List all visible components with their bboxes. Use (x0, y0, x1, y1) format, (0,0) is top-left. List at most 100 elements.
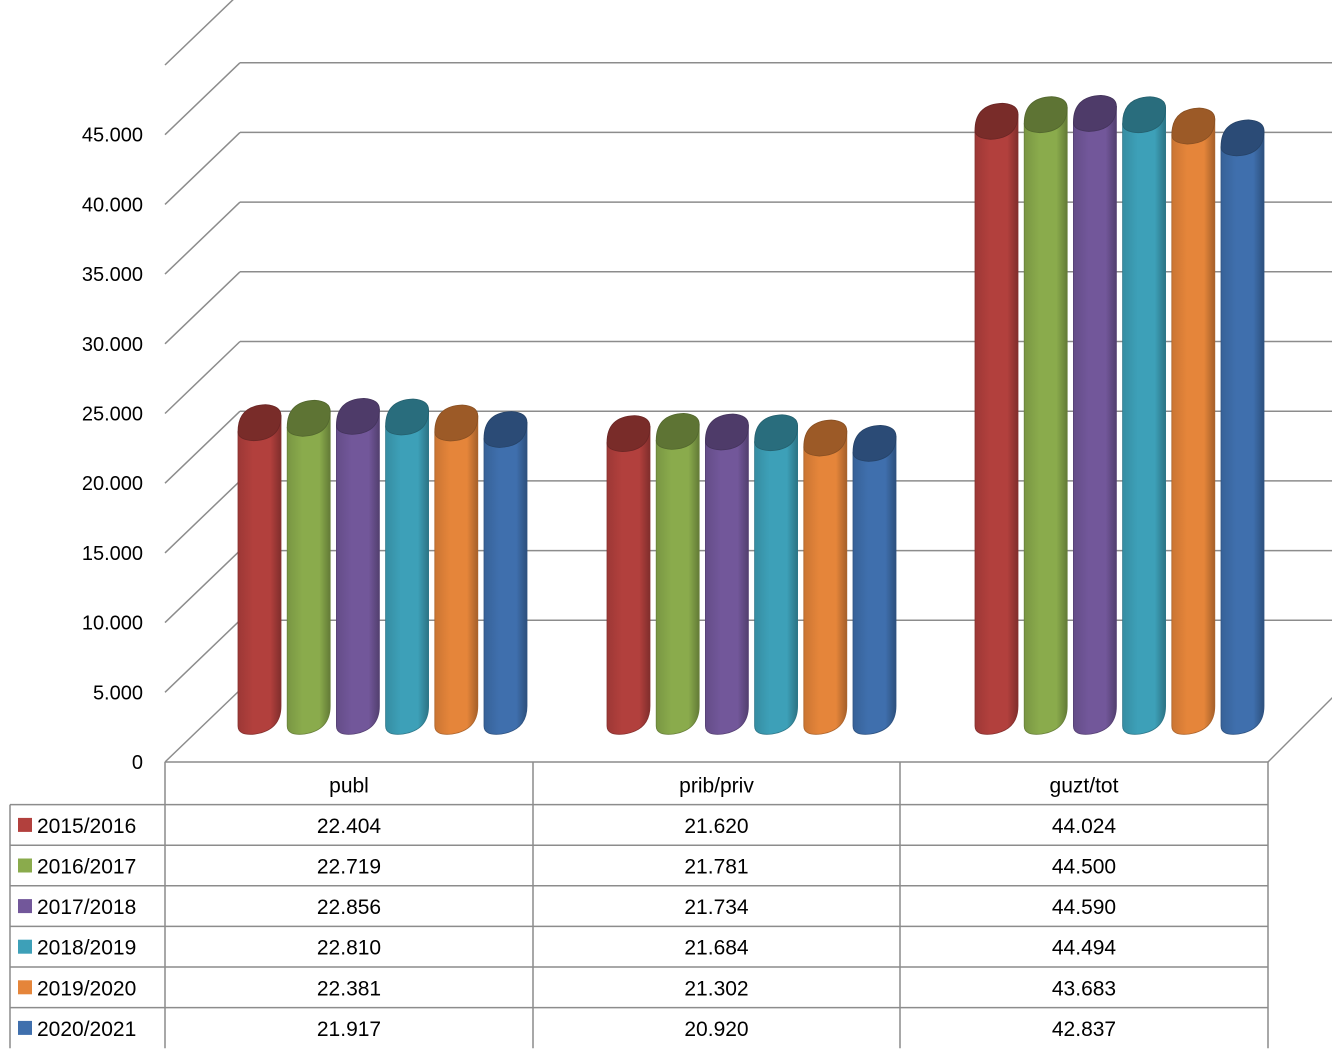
data-label: 20.920 (684, 1018, 748, 1041)
bar-top (385, 398, 430, 436)
gridline-diagonal (164, 480, 241, 554)
floor-left-edge (164, 689, 241, 763)
legend-swatch (18, 980, 32, 995)
bar-publ-2020-2021 (483, 411, 528, 735)
bar-publ-2019-2020 (434, 404, 479, 735)
bar-body (336, 408, 380, 735)
legend-swatch (18, 899, 32, 914)
y-tick-label: 35.000 (82, 264, 143, 286)
series-label: 2018/2019 (37, 937, 136, 960)
floor-right-edge (1267, 696, 1332, 763)
bar-prib-priv-2015-2016 (606, 415, 651, 735)
gridline-diagonal (164, 619, 241, 693)
data-label: 22.404 (317, 815, 382, 838)
bar-prib-priv-2020-2021 (852, 424, 897, 735)
data-label: 21.917 (317, 1018, 381, 1041)
bar-publ-2016-2017 (286, 399, 331, 735)
y-tick-label: 15.000 (82, 543, 143, 565)
y-tick-label: 20.000 (82, 473, 143, 495)
bar-publ-2017-2018 (335, 397, 380, 735)
bar-top (803, 419, 848, 457)
gridline-diagonal (164, 550, 241, 624)
bar-top (335, 397, 380, 435)
legend-swatch (18, 1020, 32, 1035)
bar-guzt-tot-2017-2018 (1072, 95, 1117, 735)
gridline-diagonal (164, 410, 241, 484)
bar-guzt-tot-2019-2020 (1171, 107, 1216, 735)
bar-body (852, 435, 897, 735)
data-label: 21.620 (684, 815, 748, 838)
series-label: 2017/2018 (37, 896, 136, 919)
bar-top (286, 399, 331, 437)
y-tick-label: 30.000 (82, 334, 143, 356)
category-label: guzt/tot (1050, 774, 1119, 797)
data-label: 44.500 (1052, 856, 1116, 879)
bar-top (1023, 96, 1068, 134)
data-label: 21.734 (684, 896, 749, 919)
bar-prib-priv-2017-2018 (704, 413, 749, 735)
series-label: 2015/2016 (37, 815, 136, 838)
bar-body (705, 424, 749, 735)
bar-body (1220, 130, 1265, 735)
bar-top (434, 404, 479, 442)
bars (237, 95, 1265, 735)
bar-top (1220, 119, 1265, 157)
data-label: 22.810 (317, 937, 381, 960)
bar-publ-2015-2016 (237, 404, 282, 735)
y-tick-label: 0 (132, 752, 143, 774)
data-label: 21.781 (684, 856, 748, 879)
y-tick-label: 45.000 (82, 125, 143, 147)
category-label: prib/priv (679, 774, 754, 797)
y-tick-label: 10.000 (82, 613, 143, 635)
bar-top (606, 415, 651, 453)
legend-swatch (18, 939, 32, 954)
bar-top (655, 412, 700, 450)
y-tick-label: 5.000 (93, 682, 143, 704)
data-label: 22.719 (317, 856, 381, 879)
data-label: 22.381 (317, 977, 381, 1000)
bar-body (754, 425, 798, 735)
series-label: 2016/2017 (37, 856, 136, 879)
bar-publ-2018-2019 (385, 398, 430, 735)
bar-top (1072, 95, 1117, 132)
data-label: 44.494 (1052, 937, 1117, 960)
bar-body (1073, 105, 1117, 735)
series-label: 2020/2021 (37, 1018, 136, 1041)
bar-top (1171, 107, 1216, 145)
bar-body (237, 415, 282, 735)
bar-top (852, 424, 897, 462)
gridline-diagonal (164, 201, 241, 275)
gridline-diagonal (164, 271, 241, 345)
bar-body (606, 426, 651, 735)
bar-prib-priv-2018-2019 (754, 414, 799, 735)
legend-swatch (18, 817, 32, 832)
bar-body (385, 409, 429, 735)
bar-top (754, 414, 799, 452)
bar-top (1122, 96, 1167, 134)
series-label: 2019/2020 (37, 977, 136, 1000)
gridline-diagonal (164, 340, 241, 415)
bar-top (483, 411, 528, 448)
gridline-diagonal (164, 0, 234, 66)
bar-prib-priv-2016-2017 (655, 412, 700, 735)
y-tick-label: 40.000 (82, 194, 143, 216)
legend-swatch (18, 858, 32, 873)
bar-top (974, 102, 1019, 140)
data-label: 21.302 (684, 977, 748, 1000)
data-table: publ prib/priv guzt/tot 2015/2016 22.404 21.6… (9, 761, 1269, 1049)
data-label: 21.684 (684, 937, 749, 960)
data-label: 42.837 (1052, 1018, 1116, 1041)
data-label: 44.590 (1052, 896, 1116, 919)
bar-body (483, 421, 528, 735)
gridline-diagonal (164, 131, 241, 205)
bar-prib-priv-2019-2020 (803, 419, 848, 735)
bar-body (1023, 107, 1068, 735)
bar-top (237, 404, 282, 442)
bar-body (286, 410, 331, 735)
bar-guzt-tot-2020-2021 (1220, 119, 1265, 735)
gridline-diagonal (164, 62, 241, 136)
bar-guzt-tot-2015-2016 (974, 102, 1019, 735)
data-label: 44.024 (1052, 815, 1117, 838)
category-label: publ (329, 774, 369, 797)
